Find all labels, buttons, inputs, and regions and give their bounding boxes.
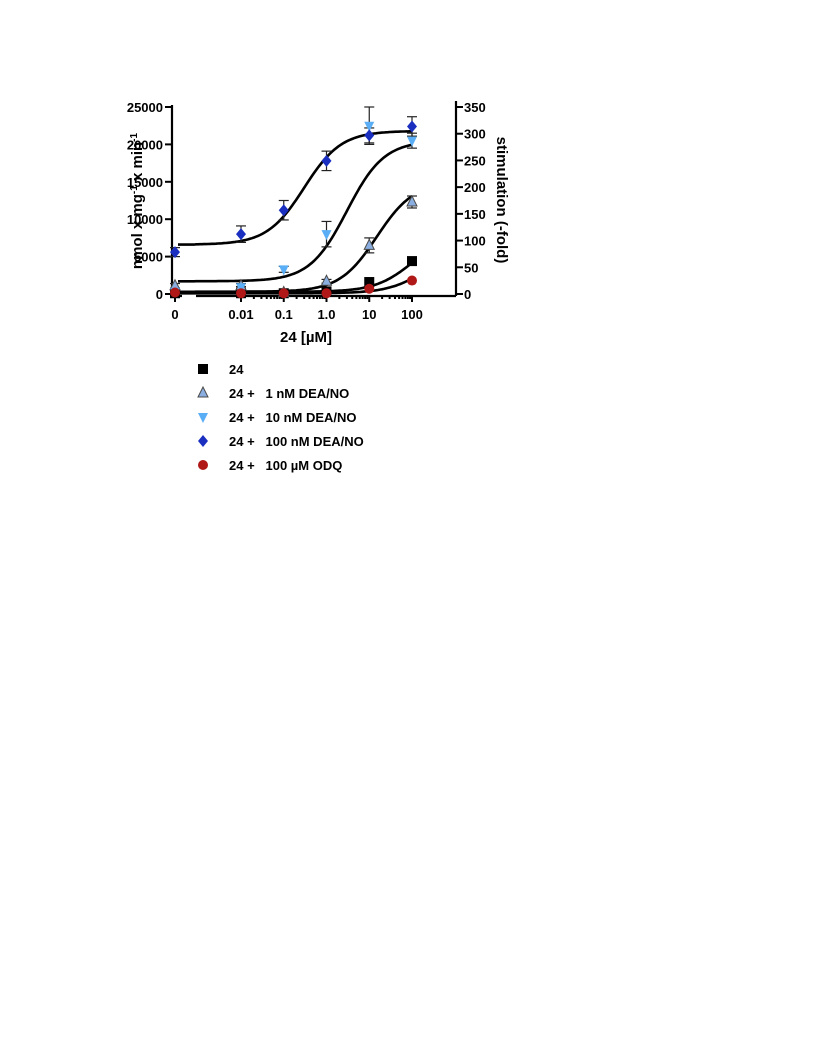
data-point-series-3 (364, 121, 375, 132)
x-tick-label: 1.0 (317, 307, 335, 322)
x-tick-label: 0 (171, 307, 178, 322)
data-point-series-4 (364, 129, 375, 142)
data-point-series-4 (407, 120, 417, 133)
legend-marker-1 (198, 364, 208, 374)
data-point-series-1 (364, 277, 375, 288)
x-tick-label: 100 (401, 307, 423, 322)
data-point-series-3 (278, 265, 289, 276)
legend-label-3: 24 + 10 nM DEA/NO (229, 410, 357, 425)
y-right-tick-label: 0 (464, 287, 471, 302)
error-bars (170, 106, 417, 295)
axes: 0500010000150002000025000050100150200250… (127, 100, 510, 346)
legend-marker-2 (197, 385, 209, 398)
data-point-series-2 (406, 194, 418, 207)
y-right-tick-label: 350 (464, 100, 486, 115)
x-axis-label: 24 [µM] (280, 329, 332, 346)
data-point-series-2 (363, 238, 376, 250)
y-left-tick-label: 0 (156, 287, 163, 302)
y-axis-label-left: nmol x mg-1 x min-1 (129, 132, 147, 269)
x-tick-label: 10 (362, 307, 376, 322)
data-point-series-4 (321, 154, 332, 167)
x-tick-label: 0.1 (275, 307, 293, 322)
data-points (169, 120, 418, 299)
legend-label-4: 24 + 100 nM DEA/NO (229, 434, 364, 449)
y-left-tick-label: 5000 (134, 250, 163, 265)
fit-curve-3 (178, 143, 413, 283)
y-left-tick-label: 20000 (127, 137, 163, 152)
data-point-series-4 (236, 228, 246, 241)
fit-curve-1 (178, 261, 413, 294)
y-right-tick-label: 100 (464, 234, 486, 249)
data-point-series-5 (236, 288, 246, 299)
legend-marker-5 (198, 460, 208, 470)
y-right-tick-label: 300 (464, 127, 486, 142)
legend-marker-4 (198, 435, 208, 447)
y-right-tick-label: 150 (464, 207, 486, 222)
y-left-tick-label: 15000 (127, 175, 163, 190)
data-point-series-2 (320, 274, 333, 286)
y-axis-label-right: stimulation (-fold) (493, 137, 510, 264)
data-point-series-5 (364, 283, 375, 294)
legend: 24 24 + 1 nM DEA/NO 24 + 10 nM DEA/NO 24 + … (197, 362, 364, 473)
legend-marker-3 (198, 413, 208, 423)
data-point-series-5 (321, 288, 332, 299)
data-point-series-5 (170, 287, 180, 298)
data-point-series-5 (278, 288, 289, 299)
y-right-tick-label: 250 (464, 153, 486, 168)
data-point-series-3 (321, 230, 332, 241)
data-point-series-4 (278, 204, 289, 217)
y-left-tick-label: 10000 (127, 212, 163, 227)
y-left-tick-label: 25000 (127, 100, 163, 115)
y-right-tick-label: 50 (464, 260, 478, 275)
data-point-series-5 (407, 275, 417, 286)
data-point-series-1 (407, 256, 417, 267)
legend-label-5: 24 + 100 µM ODQ (229, 458, 342, 473)
fit-curve-4 (178, 130, 412, 246)
fit-curve-2 (178, 195, 413, 294)
y-right-tick-label: 200 (464, 180, 486, 195)
fit-curves (178, 130, 413, 295)
legend-label-2: 24 + 1 nM DEA/NO (229, 386, 349, 401)
data-point-series-3 (407, 136, 417, 147)
x-tick-label: 0.01 (228, 307, 253, 322)
legend-label-1: 24 (229, 362, 244, 377)
data-point-series-4 (170, 246, 180, 259)
